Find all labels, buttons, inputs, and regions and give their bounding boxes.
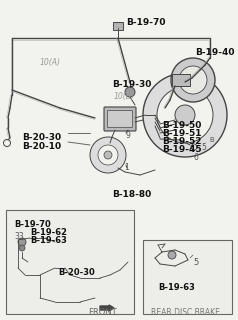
Bar [113, 22, 123, 30]
Text: 5: 5 [202, 143, 206, 153]
Text: B-18-80: B-18-80 [112, 190, 151, 199]
Text: B-19-51: B-19-51 [162, 129, 202, 138]
Circle shape [143, 73, 227, 157]
Text: B-19-63: B-19-63 [158, 283, 195, 292]
Text: B: B [210, 137, 214, 143]
Text: 5: 5 [193, 258, 198, 267]
Text: B-19-30: B-19-30 [112, 80, 151, 89]
Text: B-19-52: B-19-52 [162, 137, 202, 146]
Circle shape [157, 87, 213, 143]
Text: B-19-70: B-19-70 [14, 220, 51, 229]
Bar [172, 74, 190, 86]
Text: B-19-50: B-19-50 [162, 121, 201, 130]
Text: B-20-30: B-20-30 [22, 133, 61, 142]
Text: B-19-62: B-19-62 [30, 228, 67, 237]
Text: B-20-10: B-20-10 [22, 142, 61, 151]
Text: 6: 6 [193, 154, 198, 163]
Circle shape [125, 87, 135, 97]
Text: B-20-30: B-20-30 [58, 268, 95, 277]
Circle shape [168, 251, 176, 259]
Circle shape [104, 151, 112, 159]
Text: 10(A): 10(A) [40, 58, 60, 67]
Text: B-19-45: B-19-45 [162, 145, 202, 154]
Circle shape [18, 238, 26, 246]
Text: 1: 1 [125, 164, 129, 172]
Circle shape [90, 137, 126, 173]
Circle shape [19, 245, 25, 251]
Circle shape [171, 58, 215, 102]
Bar [6, 210, 134, 314]
Text: FRONT: FRONT [88, 308, 117, 317]
FancyBboxPatch shape [108, 110, 133, 127]
FancyBboxPatch shape [104, 107, 136, 131]
Circle shape [175, 105, 195, 125]
Text: 9: 9 [126, 131, 130, 140]
FancyArrow shape [100, 305, 114, 311]
Text: REAR DISC BRAKE: REAR DISC BRAKE [151, 308, 220, 317]
Circle shape [179, 66, 207, 94]
Text: 33: 33 [14, 232, 24, 241]
Text: B-19-70: B-19-70 [126, 18, 165, 27]
Text: B-19-63: B-19-63 [30, 236, 67, 245]
Text: B-19-40: B-19-40 [195, 48, 234, 57]
Text: 10(B): 10(B) [114, 92, 134, 101]
Bar [143, 240, 232, 314]
Circle shape [98, 145, 118, 165]
